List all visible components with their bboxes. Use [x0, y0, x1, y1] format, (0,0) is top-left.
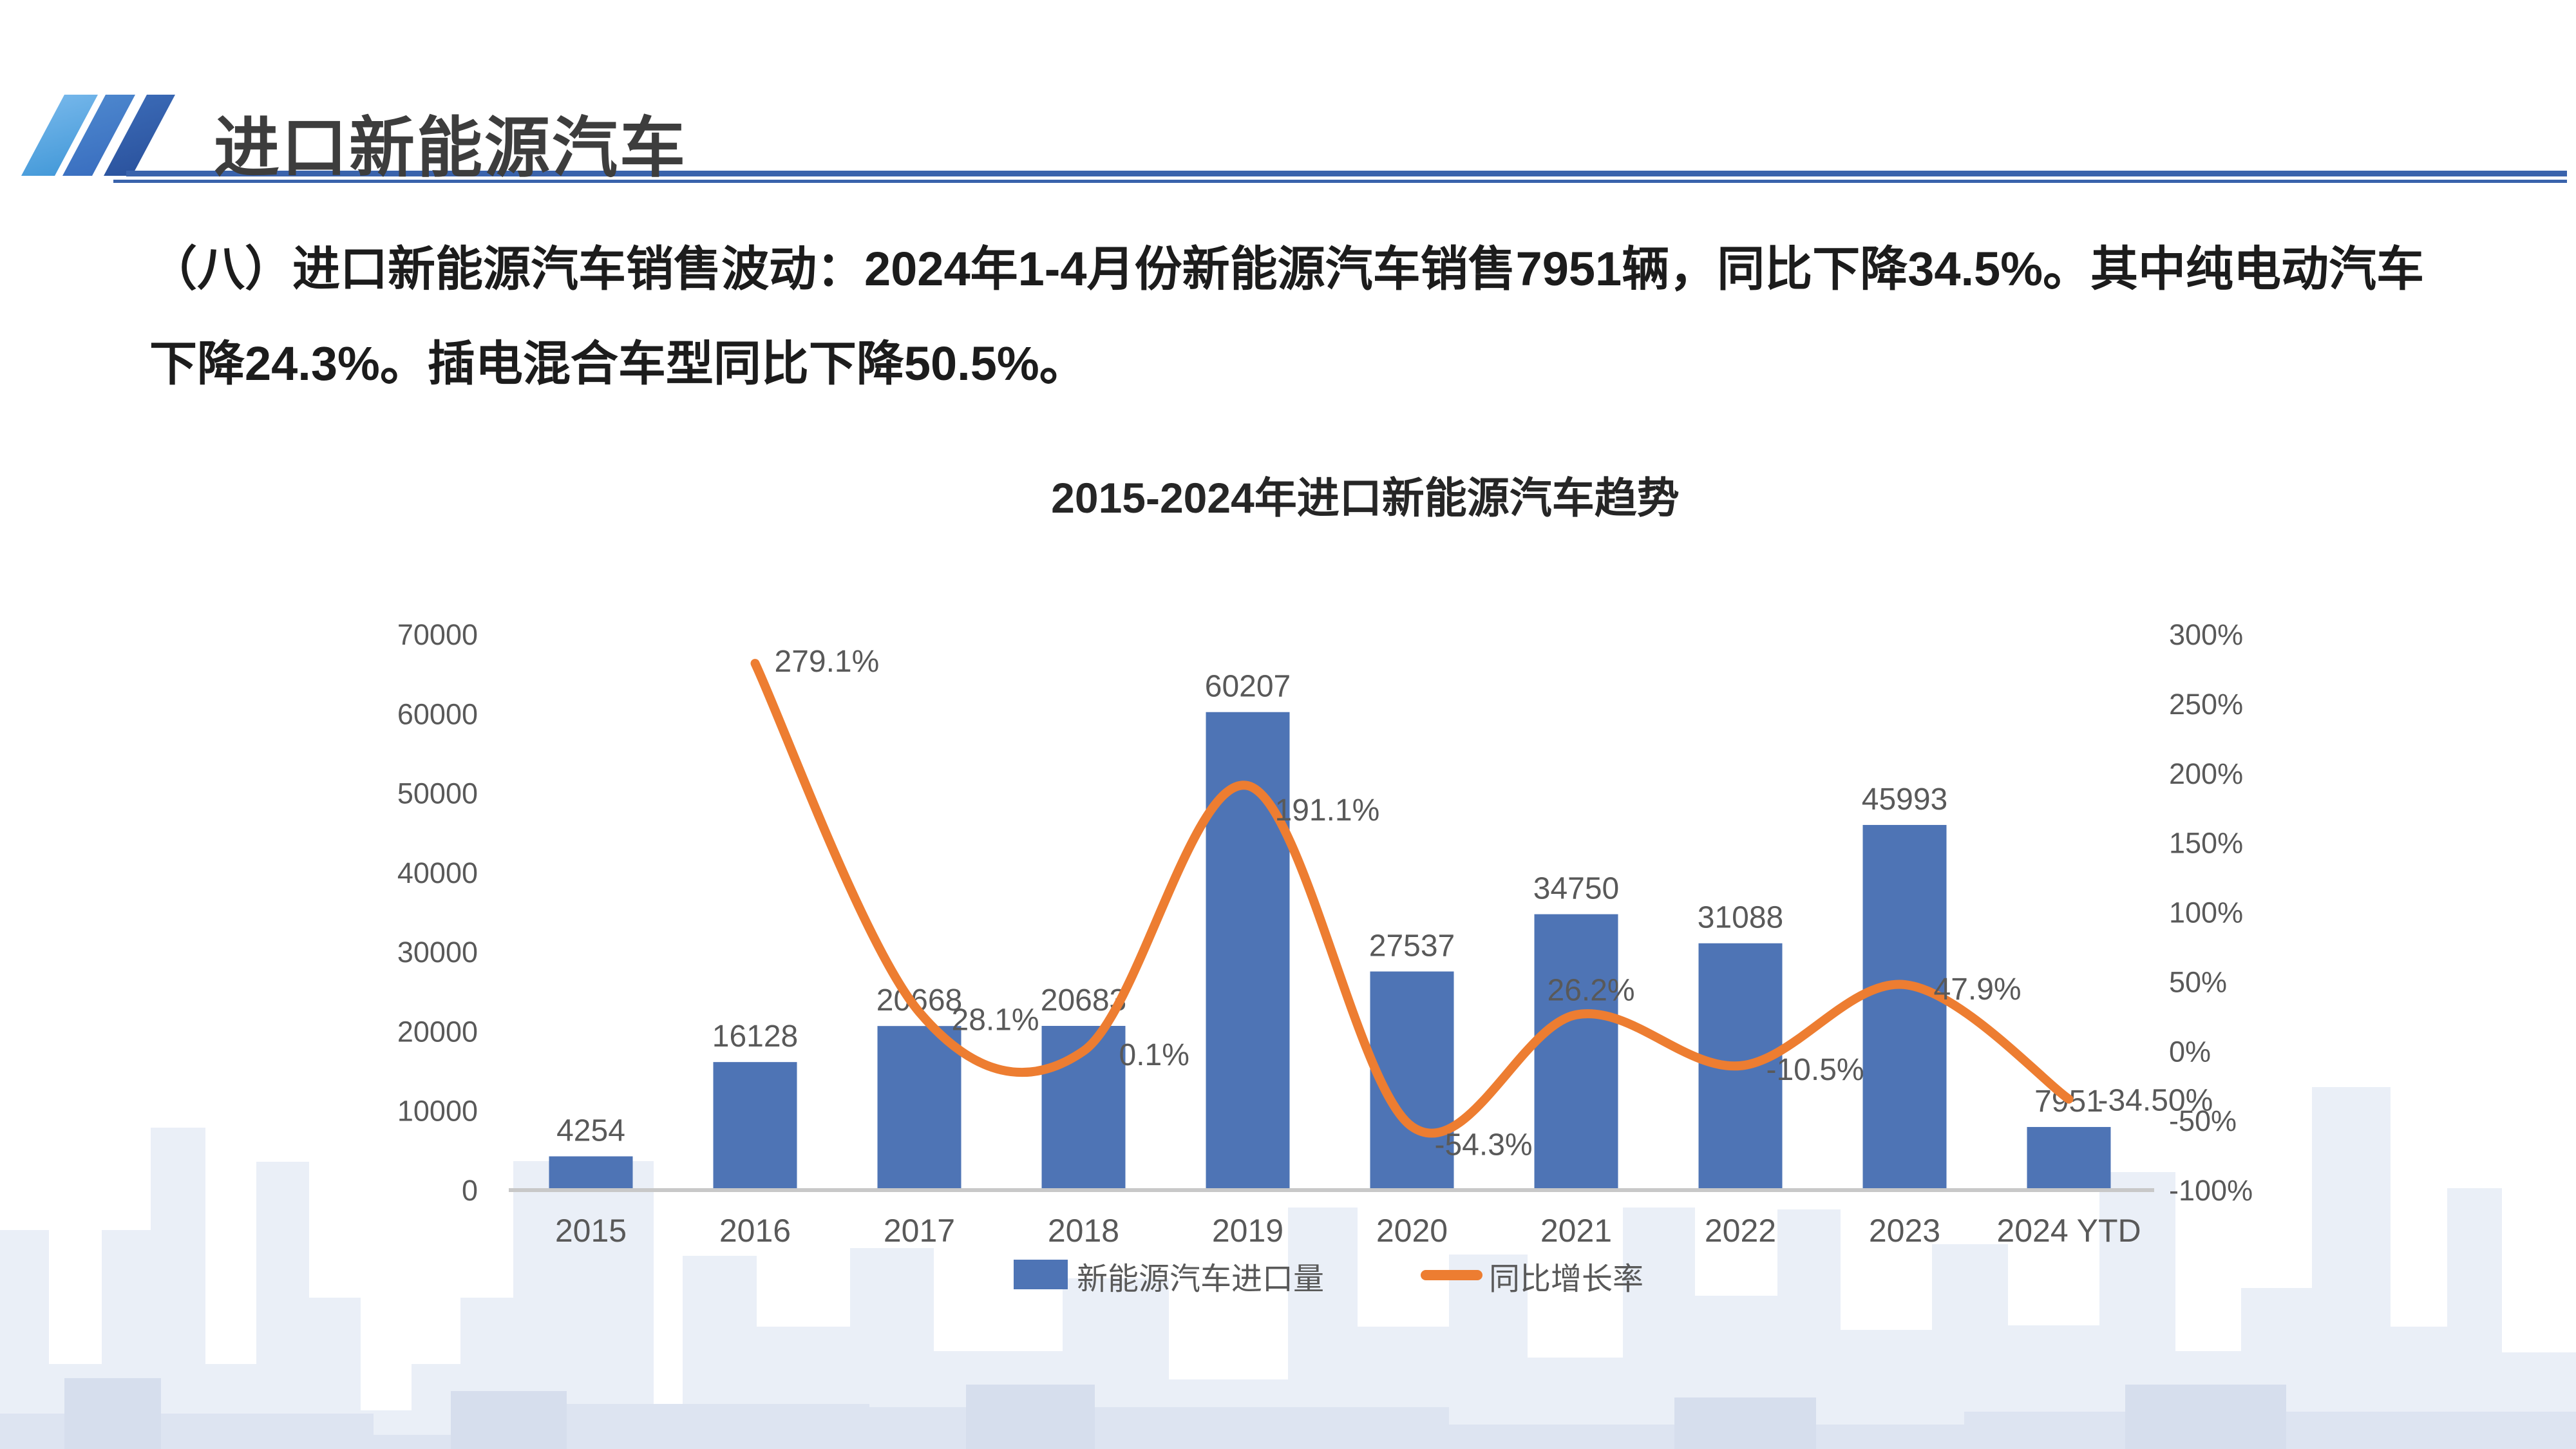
header-rule-thin	[113, 180, 2567, 183]
left-axis-tick: 50000	[397, 777, 478, 810]
skyline-building	[1449, 1255, 1528, 1449]
line-label-2018: 0.1%	[1119, 1038, 1189, 1072]
skyline-building	[2312, 1087, 2391, 1449]
bar-2021	[1534, 914, 1618, 1190]
x-label-2020: 2020	[1376, 1213, 1448, 1249]
bar-label-2020: 27537	[1369, 929, 1455, 963]
right-axis-tick: 300%	[2169, 618, 2243, 651]
line-label-2024 YTD: -34.50%	[2098, 1084, 2213, 1118]
left-axis-tick: 60000	[397, 697, 478, 730]
bar-label-2021: 34750	[1533, 872, 1619, 906]
left-axis-tick: 20000	[397, 1015, 478, 1048]
right-axis-tick: 250%	[2169, 688, 2243, 721]
bar-label-2016: 16128	[712, 1019, 798, 1054]
line-label-2020: -54.3%	[1435, 1128, 1533, 1162]
skyline-building	[256, 1162, 309, 1449]
x-label-2018: 2018	[1048, 1213, 1119, 1249]
line-label-2019: 191.1%	[1275, 793, 1380, 828]
skyline-building-front	[966, 1385, 1095, 1449]
left-axis-tick: 70000	[397, 618, 478, 651]
growth-line	[750, 659, 2074, 1138]
intro-line-2: 下降24.3%。插电混合车型同比下降50.5%。	[149, 337, 1087, 390]
left-axis-tick: 10000	[397, 1095, 478, 1128]
skyline-building	[0, 1230, 49, 1449]
legend-bar-label: 新能源汽车进口量	[1077, 1262, 1324, 1296]
bar-label-2015: 4254	[556, 1114, 625, 1148]
trend-chart: 70000 60000 50000 40000 30000 20000 10000 0 300%…	[397, 618, 2253, 1296]
intro-line-1: （八）进口新能源汽车销售波动：2024年1-4月份新能源汽车销售7951辆，同比…	[149, 242, 2425, 296]
line-label-2023: 47.9%	[1934, 972, 2022, 1007]
skyline-building-front	[64, 1378, 161, 1449]
skyline-building-front	[451, 1391, 567, 1449]
skyline-building-front	[2125, 1385, 2286, 1449]
line-label-2022: -10.5%	[1766, 1053, 1864, 1087]
x-label-2021: 2021	[1540, 1213, 1612, 1249]
bar-2017	[877, 1026, 961, 1190]
legend-line-label: 同比增长率	[1489, 1262, 1643, 1296]
bar-2019	[1206, 712, 1290, 1190]
left-axis-tick: 30000	[397, 936, 478, 969]
header-rule-thick	[126, 171, 2567, 176]
left-axis-tick: 0	[462, 1174, 478, 1207]
line-label-2016: 279.1%	[775, 645, 880, 679]
skyline-band	[567, 1404, 869, 1449]
right-axis-tick: 200%	[2169, 757, 2243, 790]
x-label-2019: 2019	[1212, 1213, 1283, 1249]
bar-label-2023: 45993	[1862, 782, 1947, 817]
x-label-2024 YTD: 2024 YTD	[1996, 1213, 2141, 1249]
right-axis-tick: 0%	[2169, 1035, 2211, 1068]
right-axis-tick: 150%	[2169, 827, 2243, 860]
left-axis-tick: 40000	[397, 857, 478, 889]
x-label-2017: 2017	[884, 1213, 955, 1249]
skyline-building-front	[1674, 1397, 1816, 1449]
right-axis-tick: 50%	[2169, 965, 2227, 998]
bar-2016	[713, 1062, 797, 1190]
right-axis-tick: -100%	[2169, 1174, 2253, 1207]
right-axis-tick: 100%	[2169, 896, 2243, 929]
chart-title: 2015-2024年进口新能源汽车趋势	[1051, 474, 1680, 522]
x-label-2015: 2015	[555, 1213, 627, 1249]
bar-label-2022: 31088	[1698, 901, 1783, 935]
skyline-band	[0, 1414, 374, 1449]
line-label-2021: 26.2%	[1548, 974, 1635, 1008]
bar-2023	[1862, 824, 1947, 1190]
skyline-background	[0, 1087, 2576, 1449]
legend-line-swatch	[1421, 1270, 1482, 1280]
skyline-band	[869, 1407, 1449, 1449]
bar-2015	[549, 1156, 633, 1190]
legend-bar-swatch	[1014, 1260, 1068, 1289]
page-title: 进口新能源汽车	[214, 111, 687, 185]
bar-2024 YTD	[2027, 1126, 2111, 1190]
right-axis-tick: -50%	[2169, 1104, 2237, 1137]
x-label-2016: 2016	[719, 1213, 791, 1249]
bar-label-2019: 60207	[1205, 670, 1291, 704]
intro-paragraph: （八）进口新能源汽车销售波动：2024年1-4月份新能源汽车销售7951辆，同比…	[149, 222, 2424, 411]
skyline-building	[2447, 1188, 2502, 1449]
x-label-2023: 2023	[1869, 1213, 1940, 1249]
x-label-2022: 2022	[1705, 1213, 1776, 1249]
line-label-2017: 28.1%	[952, 1003, 1039, 1037]
